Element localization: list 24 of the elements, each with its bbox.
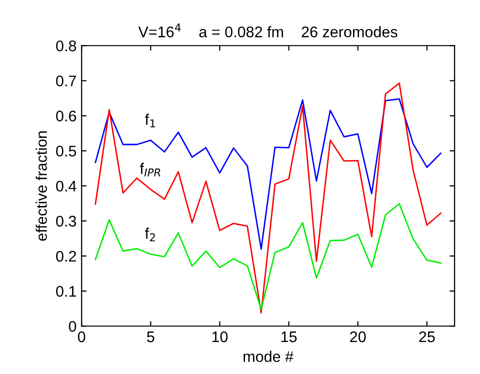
x-tick-label: 0	[78, 331, 86, 342]
line-series	[94, 98, 442, 250]
series-label: f$_{2}$	[145, 228, 155, 242]
x-tick-label: 5	[147, 332, 154, 342]
x-tick-label: 10	[212, 331, 228, 342]
y-tick-label: 0.5	[56, 146, 76, 156]
line-series	[94, 82, 442, 314]
y-axis-title: effective fraction	[36, 131, 47, 241]
x-tick-label: 15	[281, 332, 297, 342]
x-axis-title: mode #	[244, 350, 294, 362]
y-tick-label: 0.8	[56, 40, 76, 52]
y-tick-label: 0.1	[56, 286, 76, 297]
y-tick-label: 0.3	[56, 216, 76, 227]
chart-title: V=16$^{4}$ a = 0.082 fm 26 zeromodes	[138, 24, 398, 38]
y-tick-label: 0	[68, 320, 76, 332]
x-tick-label: 20	[350, 331, 366, 342]
series-label: f$_{IPR}$	[140, 162, 160, 176]
y-tick-label: 0.6	[56, 110, 76, 122]
series-label: f$_{1}$	[145, 114, 155, 128]
line-series	[94, 203, 442, 310]
y-tick-label: 0.7	[56, 76, 76, 86]
x-tick-label: 25	[419, 331, 435, 342]
y-tick-label: 0.4	[56, 180, 76, 192]
y-tick-label: 0.2	[56, 250, 76, 262]
